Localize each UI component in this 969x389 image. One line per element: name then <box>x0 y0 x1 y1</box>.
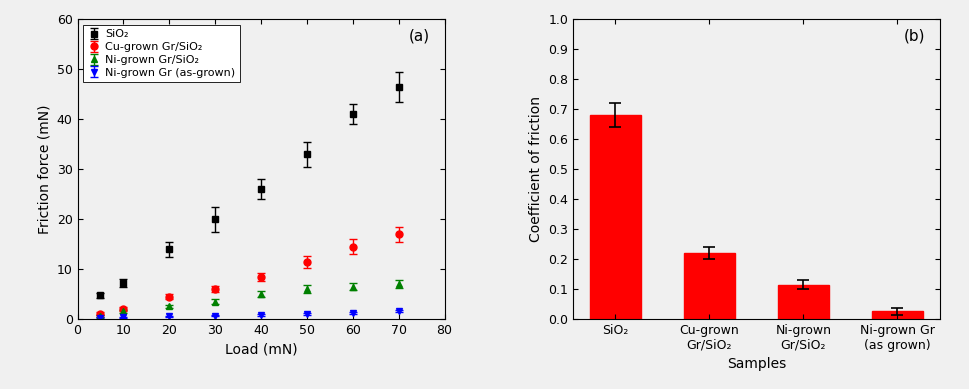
Text: (a): (a) <box>409 28 430 44</box>
X-axis label: Load (mN): Load (mN) <box>225 342 297 356</box>
Y-axis label: Friction force (mN): Friction force (mN) <box>37 105 51 234</box>
Bar <box>777 284 829 319</box>
X-axis label: Samples: Samples <box>727 357 786 371</box>
Bar <box>871 312 923 319</box>
Bar <box>683 253 735 319</box>
Bar <box>589 115 641 319</box>
Legend: SiO₂, Cu-grown Gr/SiO₂, Ni-grown Gr/SiO₂, Ni-grown Gr (as-grown): SiO₂, Cu-grown Gr/SiO₂, Ni-grown Gr/SiO₂… <box>83 25 240 82</box>
Text: (b): (b) <box>904 28 925 44</box>
Y-axis label: Coefficient of friction: Coefficient of friction <box>528 96 543 242</box>
